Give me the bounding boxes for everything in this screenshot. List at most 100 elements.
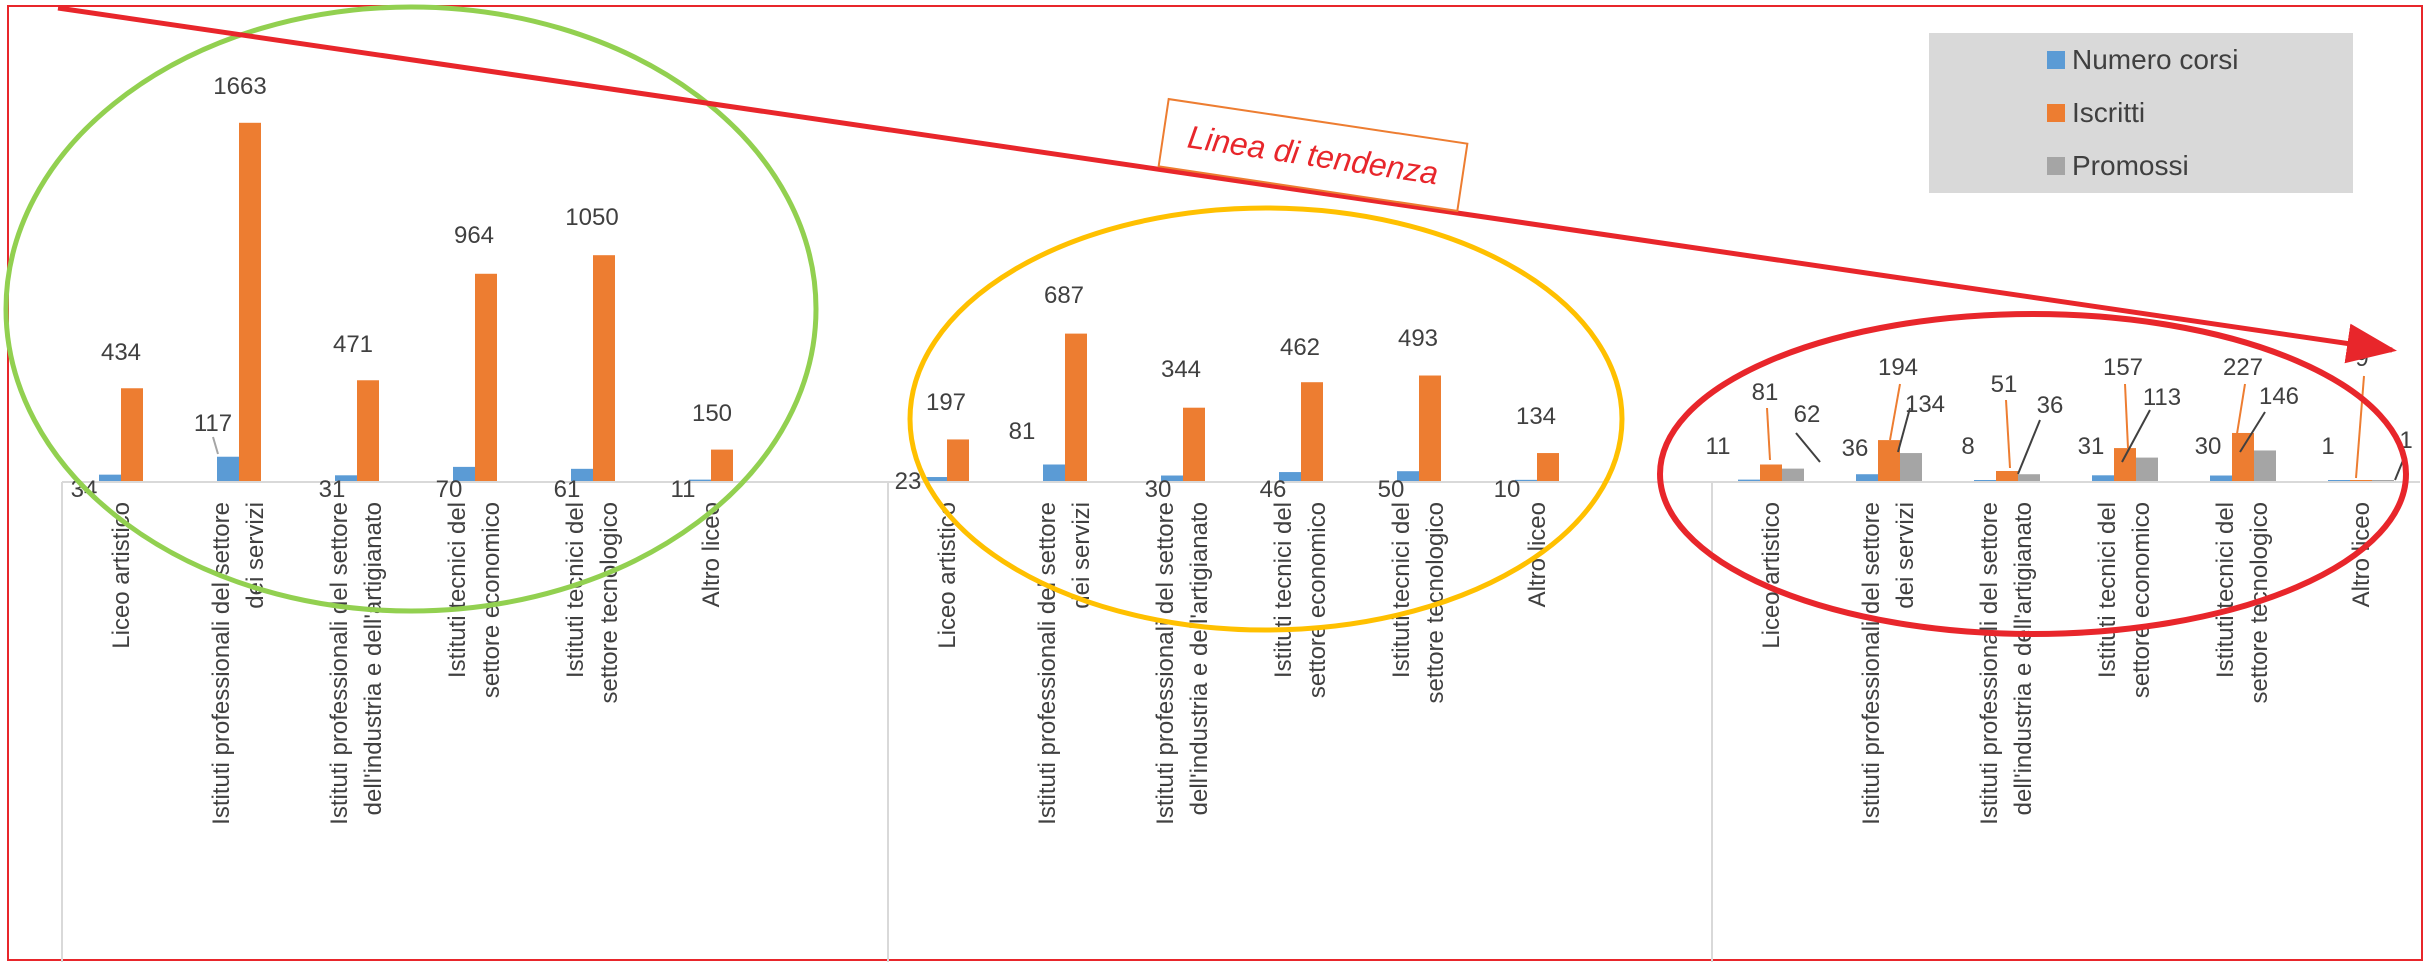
bar [239,122,261,483]
legend-label: Promossi [2072,150,2189,181]
category-label-line: settore tecnologico [596,502,623,703]
ellipse-group-3 [1657,311,2409,637]
bar [593,255,615,482]
category-label-line: Istituti professionali del settore [1858,502,1885,825]
leader-line [1889,383,1901,441]
bar [121,388,143,482]
data-label: 146 [2259,383,2299,410]
data-label: 157 [2103,354,2143,381]
legend-label: Numero corsi [2072,44,2238,75]
bar [1419,375,1441,482]
bar [1900,453,1922,482]
category-label: Istituti professionali del settore dell'i… [326,502,387,825]
bar [1878,440,1900,482]
leader-line [2235,383,2246,441]
data-label: 134 [1516,403,1556,430]
category-label: Istituti professionali del settore dei se… [1858,502,1919,825]
data-label: 462 [1280,334,1320,361]
bar [2232,432,2254,482]
data-label: 31 [2078,433,2105,460]
leader-line [2005,399,2011,469]
data-label: 964 [454,222,494,249]
category-label-line: dei servizi [1892,502,1919,609]
bar [1065,333,1087,482]
category-label-line: settore economico [1304,502,1331,698]
data-label: 11 [671,476,696,503]
category-label-line: Istituti professionali del settore [1152,502,1179,825]
trend-line [57,5,2397,364]
bar [571,468,593,482]
trend-annotation-box [1157,97,1469,213]
bar [335,475,357,482]
data-label: 197 [926,389,966,416]
legend: Numero corsi Iscritti Promossi [1929,33,2353,193]
data-label: 1050 [565,204,618,231]
category-label-line: settore economico [478,502,505,698]
category-label-line: Istituti professionali del settore [326,502,353,825]
category-label: Liceo artistico [1758,502,1785,649]
bar [1279,472,1301,482]
data-label: 11 [1706,433,1731,460]
data-label: 1663 [213,73,266,100]
ellipse-group-2 [907,205,1625,633]
data-label: 117 [194,410,232,437]
data-label: 30 [2195,433,2222,460]
data-label: 134 [1905,391,1945,418]
bar [357,380,379,482]
data-label: 36 [2037,392,2064,419]
category-label-line: Istituti professionali del settore [1034,502,1061,825]
leader-line [2239,411,2266,453]
ellipse-group-1 [3,4,819,614]
data-label: 1 [2321,433,2334,460]
bar [217,456,239,482]
data-label: 344 [1161,356,1201,383]
bar [1515,479,1537,482]
category-label: Istituti tecnici del settore tecnologico [2212,502,2273,703]
category-label-line: Istituti professionali del settore [1976,502,2003,825]
leader-line [2121,409,2151,463]
category-label-line: dell'industria e dell'artigianato [360,502,387,815]
leader-line [1795,432,1821,463]
category-label: Istituti tecnici del settore economico [1270,502,1331,698]
data-label: 81 [1009,418,1036,445]
bar [2092,475,2114,482]
category-label: Istituti tecnici del settore tecnologico [562,502,623,703]
bar [2114,448,2136,482]
bar [1183,407,1205,482]
category-label: Istituti professionali del settore dell'i… [1976,502,2037,825]
bar [2210,475,2232,482]
bar [453,466,475,482]
category-label-line: Liceo artistico [1758,502,1785,649]
bar [475,273,497,482]
bar [1782,468,1804,482]
category-label: Istituti professionali del settore dei se… [1034,502,1095,825]
data-label: 150 [692,400,732,427]
category-label-line: Istituti tecnici del [1388,502,1415,678]
data-label: 227 [2223,354,2263,381]
leader-line [1897,407,1911,453]
axis-layer: Liceo artistico Istituti professionali de… [61,481,2420,962]
bar [1856,474,1878,482]
category-label: Istituti professionali del settore dell'i… [1152,502,1213,825]
bar [1043,464,1065,482]
bar [1738,479,1760,482]
legend-swatch [2047,51,2065,69]
data-label: 61 [554,476,581,503]
legend-box [1929,33,2353,193]
bar [947,439,969,482]
category-label-line: Istituti tecnici del [444,502,471,678]
data-label: 70 [436,476,463,503]
bar [1996,470,2018,482]
bar [925,477,947,482]
leader-line [212,436,219,455]
bars-layer [99,122,2394,483]
category-label-line: Istituti tecnici del [2212,502,2239,678]
leader-line [2355,375,2365,479]
category-label-line: dell'industria e dell'artigianato [1186,502,1213,815]
leader-line [2124,383,2129,449]
data-label: 30 [1145,476,1172,503]
bar [2018,474,2040,482]
data-label: 46 [1260,476,1287,503]
data-label: 493 [1398,325,1438,352]
